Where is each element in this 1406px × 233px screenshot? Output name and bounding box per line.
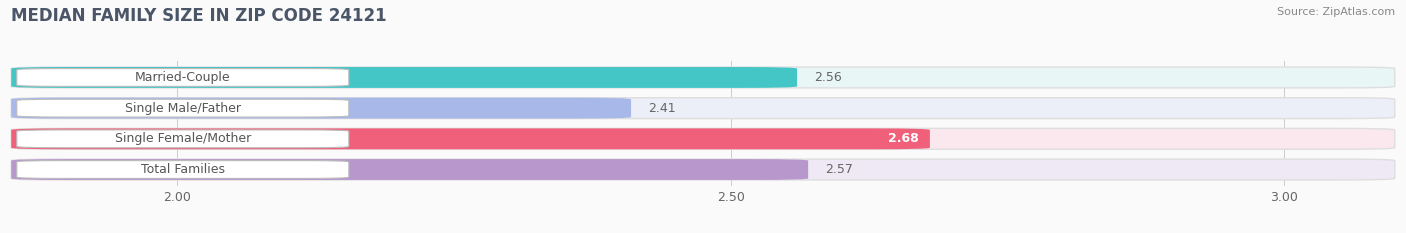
Text: 2.56: 2.56 — [814, 71, 841, 84]
FancyBboxPatch shape — [11, 67, 797, 88]
Text: 2.41: 2.41 — [648, 102, 675, 115]
FancyBboxPatch shape — [11, 128, 1395, 149]
FancyBboxPatch shape — [11, 67, 1395, 88]
Text: 2.68: 2.68 — [889, 132, 920, 145]
FancyBboxPatch shape — [11, 159, 1395, 180]
FancyBboxPatch shape — [11, 98, 631, 119]
FancyBboxPatch shape — [11, 159, 808, 180]
FancyBboxPatch shape — [17, 161, 349, 178]
FancyBboxPatch shape — [17, 69, 349, 86]
Text: Single Male/Father: Single Male/Father — [125, 102, 240, 115]
Text: Source: ZipAtlas.com: Source: ZipAtlas.com — [1277, 7, 1395, 17]
Text: Total Families: Total Families — [141, 163, 225, 176]
Text: MEDIAN FAMILY SIZE IN ZIP CODE 24121: MEDIAN FAMILY SIZE IN ZIP CODE 24121 — [11, 7, 387, 25]
FancyBboxPatch shape — [11, 98, 1395, 119]
Text: Married-Couple: Married-Couple — [135, 71, 231, 84]
Text: 2.57: 2.57 — [825, 163, 852, 176]
FancyBboxPatch shape — [11, 128, 929, 149]
FancyBboxPatch shape — [17, 130, 349, 148]
FancyBboxPatch shape — [17, 99, 349, 117]
Text: Single Female/Mother: Single Female/Mother — [115, 132, 250, 145]
